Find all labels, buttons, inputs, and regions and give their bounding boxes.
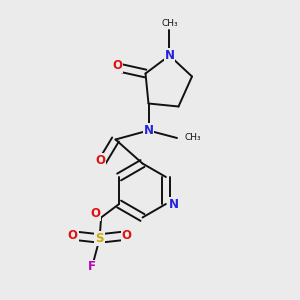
Text: O: O: [95, 154, 106, 167]
Text: O: O: [122, 229, 132, 242]
Text: O: O: [90, 207, 100, 220]
Text: O: O: [112, 58, 122, 72]
Text: N: N: [143, 124, 154, 137]
Text: O: O: [68, 229, 78, 242]
Text: N: N: [164, 49, 175, 62]
Text: F: F: [88, 260, 96, 274]
Text: CH₃: CH₃: [161, 20, 178, 28]
Text: N: N: [168, 197, 178, 211]
Text: CH₃: CH₃: [184, 133, 201, 142]
Text: S: S: [95, 232, 104, 245]
